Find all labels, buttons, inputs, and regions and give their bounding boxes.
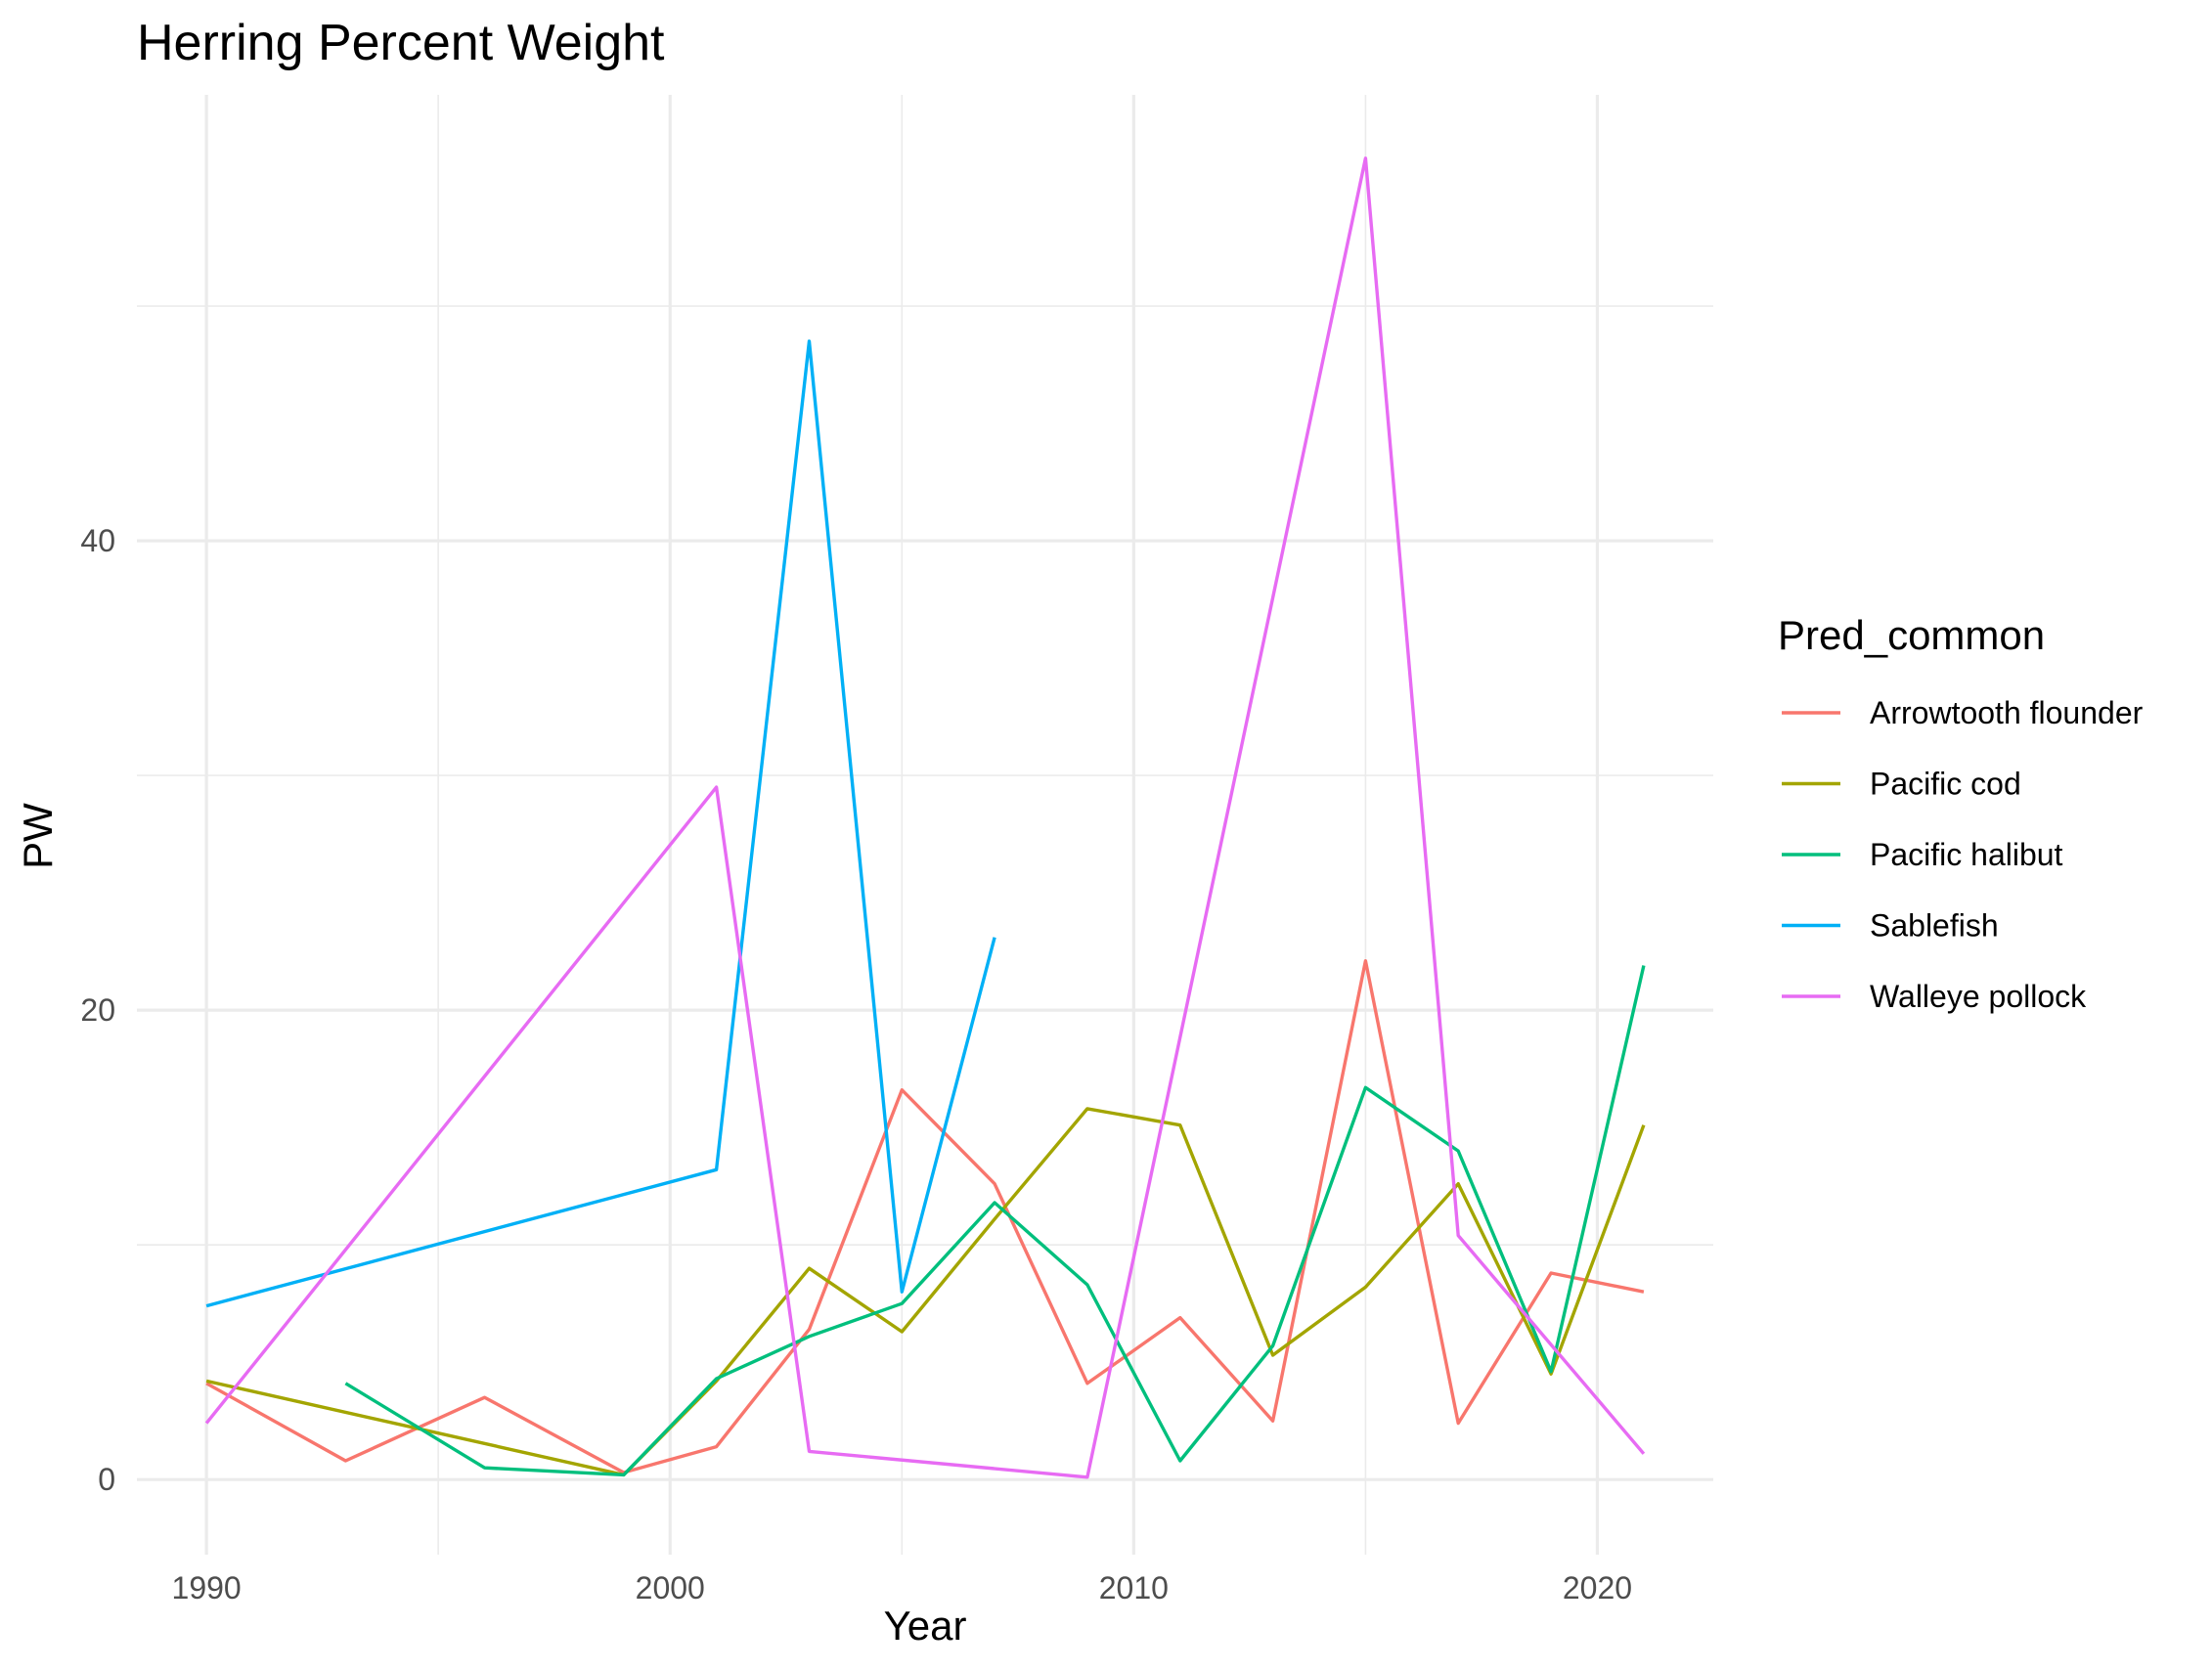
legend-item-pacific-cod: Pacific cod [1782, 767, 2021, 802]
legend-item-arrowtooth-flounder: Arrowtooth flounder [1782, 695, 2144, 730]
x-tick-label: 1990 [172, 1570, 242, 1605]
y-tick-label: 0 [98, 1462, 115, 1497]
legend-label: Pacific halibut [1870, 837, 2063, 872]
legend: Pred_common Arrowtooth flounder Pacific c… [1778, 612, 2144, 1014]
legend-label: Sablefish [1870, 908, 1999, 944]
legend-label: Pacific cod [1870, 767, 2021, 802]
legend-item-sablefish: Sablefish [1782, 908, 1999, 944]
x-axis-title: Year [884, 1603, 967, 1649]
series-line-arrowtooth-flounder [205, 959, 1645, 1474]
y-tick-label: 20 [80, 992, 115, 1028]
legend-label: Walleye pollock [1870, 979, 2087, 1014]
x-tick-label: 2000 [636, 1570, 705, 1605]
x-tick-label: 2010 [1099, 1570, 1169, 1605]
series-line-pacific-halibut [344, 965, 1646, 1477]
chart-title: Herring Percent Weight [137, 15, 665, 71]
series-line-walleye-pollock [204, 156, 1646, 1479]
y-tick-label: 40 [80, 523, 115, 558]
y-axis-title: PW [15, 803, 61, 869]
legend-items: Arrowtooth flounder Pacific cod Pacific ha… [1782, 695, 2144, 1014]
series-lines [204, 156, 1646, 1479]
grid [137, 95, 1713, 1555]
x-axis-ticks: 1990 2000 2010 2020 [172, 1570, 1633, 1605]
x-tick-label: 2020 [1563, 1570, 1632, 1605]
legend-item-walleye-pollock: Walleye pollock [1782, 979, 2087, 1014]
legend-label: Arrowtooth flounder [1870, 695, 2144, 730]
legend-item-pacific-halibut: Pacific halibut [1782, 837, 2063, 872]
y-axis-ticks: 0 20 40 [80, 523, 115, 1497]
series-line-sablefish [205, 339, 996, 1308]
legend-title: Pred_common [1778, 612, 2045, 658]
